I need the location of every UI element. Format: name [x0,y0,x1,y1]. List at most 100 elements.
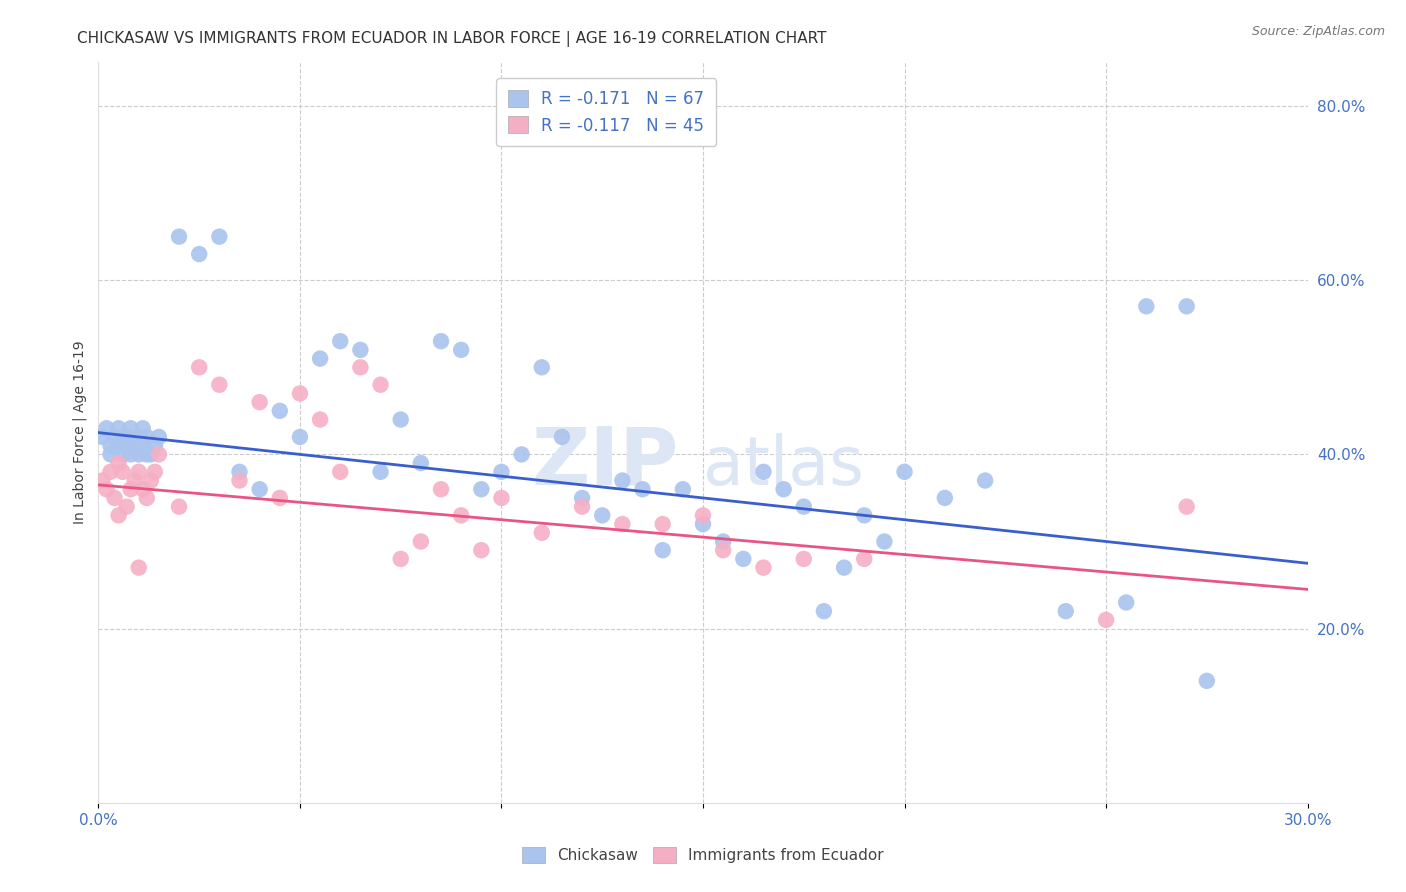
Point [571,491,593,505]
Point [631,482,654,496]
Point [470,482,492,496]
Point [124,474,146,488]
Point [370,377,392,392]
Point [107,421,129,435]
Point [208,377,231,392]
Text: CHICKASAW VS IMMIGRANTS FROM ECUADOR IN LABOR FORCE | AGE 16-19 CORRELATION CHAR: CHICKASAW VS IMMIGRANTS FROM ECUADOR IN … [77,31,827,47]
Point [107,456,129,470]
Point [111,447,134,461]
Point [103,491,125,505]
Point [409,534,432,549]
Point [107,508,129,523]
Point [135,430,157,444]
Point [853,552,876,566]
Point [115,500,138,514]
Point [143,439,166,453]
Point [188,247,211,261]
Point [793,500,815,514]
Point [974,474,997,488]
Point [571,500,593,514]
Point [100,447,122,461]
Point [128,465,150,479]
Point [288,430,311,444]
Point [269,491,291,505]
Point [96,482,118,496]
Point [591,508,613,523]
Point [772,482,794,496]
Point [430,482,453,496]
Point [128,430,150,444]
Point [530,525,553,540]
Point [1135,299,1157,313]
Point [120,447,142,461]
Point [711,534,734,549]
Point [91,474,114,488]
Point [692,517,714,532]
Point [409,456,432,470]
Point [389,552,412,566]
Point [430,334,453,348]
Point [853,508,876,523]
Point [612,517,634,532]
Y-axis label: In Labor Force | Age 16-19: In Labor Force | Age 16-19 [73,341,87,524]
Point [813,604,835,618]
Point [893,465,915,479]
Point [228,474,250,488]
Point [228,465,250,479]
Point [111,430,134,444]
Point [1195,673,1218,688]
Point [124,439,146,453]
Point [120,421,142,435]
Point [132,482,155,496]
Point [100,439,122,453]
Point [389,412,412,426]
Text: atlas: atlas [703,433,863,499]
Point [132,439,155,453]
Point [111,465,134,479]
Point [672,482,695,496]
Point [1175,500,1198,514]
Point [370,465,392,479]
Point [692,508,714,523]
Point [148,447,170,461]
Point [96,421,118,435]
Point [148,430,170,444]
Legend: Chickasaw, Immigrants from Ecuador: Chickasaw, Immigrants from Ecuador [516,841,890,869]
Point [128,447,150,461]
Point [139,447,162,461]
Point [91,430,114,444]
Point [1095,613,1118,627]
Point [188,360,211,375]
Point [349,360,371,375]
Point [752,465,775,479]
Point [530,360,553,375]
Point [651,543,673,558]
Point [832,560,855,574]
Point [1115,595,1137,609]
Point [450,343,472,357]
Point [100,465,122,479]
Point [752,560,775,574]
Point [510,447,533,461]
Point [120,482,142,496]
Point [115,439,138,453]
Point [1054,604,1077,618]
Point [167,229,190,244]
Point [288,386,311,401]
Text: Source: ZipAtlas.com: Source: ZipAtlas.com [1251,25,1385,38]
Point [249,482,271,496]
Point [139,474,162,488]
Point [873,534,896,549]
Point [128,560,150,574]
Point [309,351,332,366]
Point [733,552,755,566]
Point [269,404,291,418]
Point [651,517,673,532]
Point [793,552,815,566]
Point [612,474,634,488]
Point [135,491,157,505]
Point [450,508,472,523]
Point [491,465,513,479]
Point [103,430,125,444]
Point [329,465,352,479]
